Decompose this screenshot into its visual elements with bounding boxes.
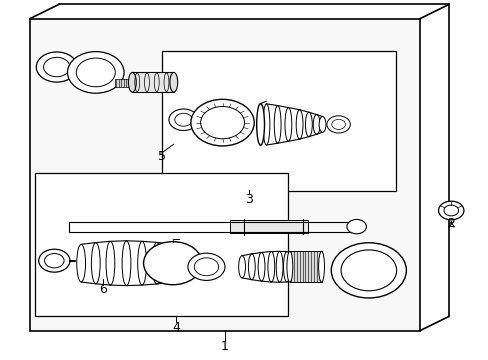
Circle shape (143, 242, 202, 285)
Circle shape (43, 57, 70, 77)
Text: 2: 2 (447, 216, 454, 230)
Circle shape (168, 109, 198, 131)
Ellipse shape (106, 241, 115, 285)
Circle shape (39, 249, 70, 272)
Circle shape (187, 253, 224, 280)
Bar (289, 251, 321, 282)
Bar (229, 220, 307, 233)
Circle shape (438, 201, 463, 220)
Circle shape (194, 258, 218, 276)
Circle shape (36, 52, 77, 82)
Ellipse shape (77, 244, 85, 282)
Ellipse shape (128, 72, 136, 92)
Bar (115, 79, 129, 87)
Ellipse shape (152, 242, 161, 284)
Bar (30, 19, 419, 330)
Circle shape (346, 220, 366, 234)
Ellipse shape (286, 251, 292, 282)
Text: 5: 5 (157, 150, 165, 163)
Ellipse shape (296, 110, 303, 139)
Circle shape (340, 250, 396, 291)
Ellipse shape (283, 252, 290, 282)
Circle shape (200, 107, 244, 139)
Circle shape (331, 120, 345, 130)
Circle shape (330, 243, 406, 298)
Text: 6: 6 (99, 283, 107, 296)
Ellipse shape (248, 254, 255, 280)
Ellipse shape (318, 251, 324, 282)
Ellipse shape (256, 104, 264, 145)
Ellipse shape (305, 112, 312, 136)
Ellipse shape (138, 241, 146, 285)
Ellipse shape (285, 108, 291, 141)
Ellipse shape (319, 117, 325, 132)
Ellipse shape (91, 243, 100, 284)
Circle shape (76, 58, 115, 87)
Circle shape (326, 116, 349, 133)
Ellipse shape (164, 244, 173, 283)
Circle shape (443, 205, 458, 216)
Ellipse shape (267, 252, 274, 282)
Text: 3: 3 (245, 193, 253, 206)
Bar (161, 51, 395, 191)
Ellipse shape (263, 104, 269, 145)
Circle shape (190, 99, 254, 146)
Bar (132, 72, 173, 92)
Text: 1: 1 (221, 340, 228, 353)
Ellipse shape (276, 251, 283, 282)
Circle shape (44, 253, 64, 268)
Ellipse shape (258, 252, 264, 281)
Ellipse shape (122, 241, 131, 285)
Circle shape (174, 113, 192, 126)
Ellipse shape (238, 256, 245, 278)
Ellipse shape (274, 105, 281, 143)
Text: 4: 4 (172, 320, 180, 333)
Bar (35, 173, 288, 316)
Circle shape (67, 51, 124, 93)
Ellipse shape (169, 72, 177, 92)
Ellipse shape (313, 114, 320, 134)
